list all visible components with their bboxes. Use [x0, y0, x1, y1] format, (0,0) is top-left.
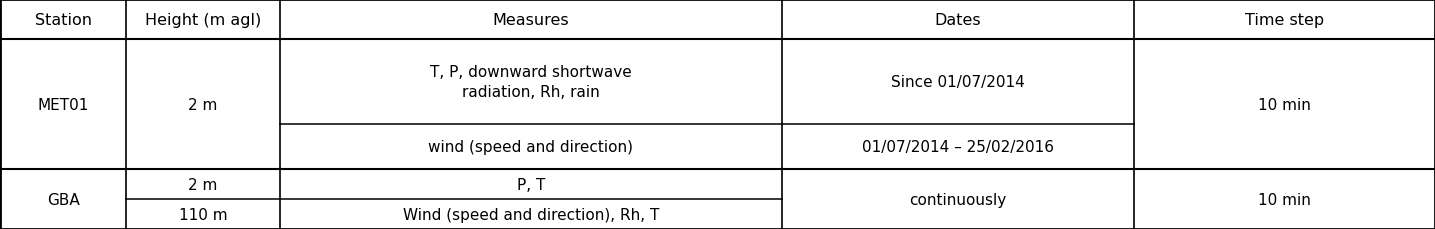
Text: 110 m: 110 m: [179, 207, 227, 222]
Text: GBA: GBA: [47, 192, 79, 207]
Text: P, T: P, T: [517, 177, 545, 192]
Text: Time step: Time step: [1244, 12, 1325, 27]
Text: Station: Station: [34, 12, 92, 27]
Text: 01/07/2014 – 25/02/2016: 01/07/2014 – 25/02/2016: [862, 139, 1053, 155]
Text: Dates: Dates: [934, 12, 982, 27]
Text: T, P, downward shortwave
radiation, Rh, rain: T, P, downward shortwave radiation, Rh, …: [430, 65, 631, 100]
Text: 2 m: 2 m: [188, 97, 218, 112]
Text: 2 m: 2 m: [188, 177, 218, 192]
Text: continuously: continuously: [910, 192, 1006, 207]
Text: Since 01/07/2014: Since 01/07/2014: [891, 75, 1025, 90]
Text: 10 min: 10 min: [1258, 192, 1310, 207]
Text: wind (speed and direction): wind (speed and direction): [429, 139, 633, 155]
Text: 10 min: 10 min: [1258, 97, 1310, 112]
Text: Height (m agl): Height (m agl): [145, 12, 261, 27]
Text: Wind (speed and direction), Rh, T: Wind (speed and direction), Rh, T: [403, 207, 659, 222]
Text: Measures: Measures: [492, 12, 570, 27]
Text: MET01: MET01: [37, 97, 89, 112]
